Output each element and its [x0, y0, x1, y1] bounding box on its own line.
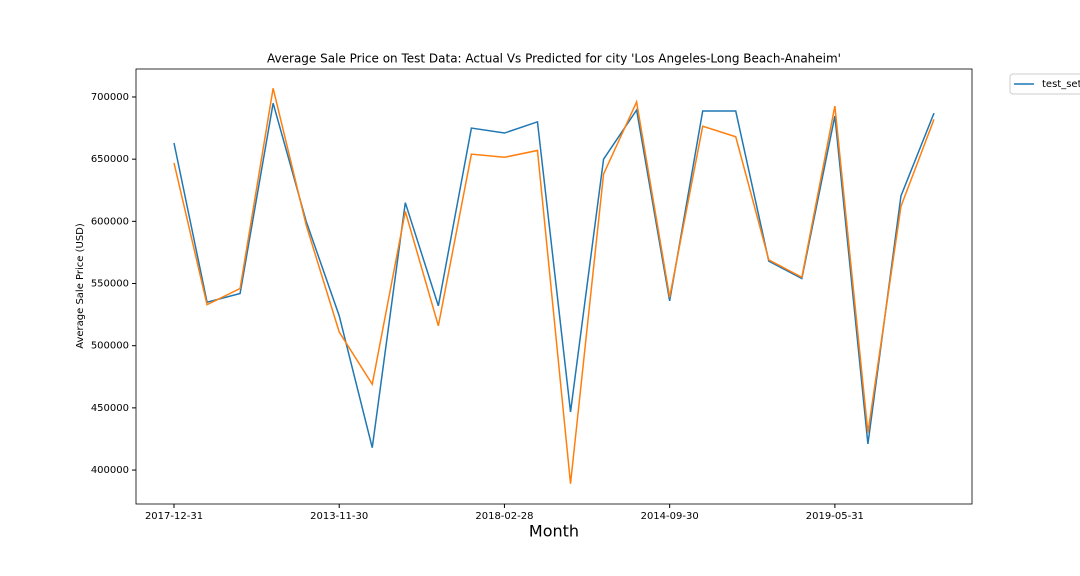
y-tick-label: 600000 [91, 216, 129, 227]
series-line [173, 88, 935, 484]
x-tick-label: 2014-09-30 [641, 511, 699, 522]
series-line [173, 102, 935, 448]
y-tick-label: 700000 [91, 92, 129, 103]
plot-area [135, 68, 973, 505]
legend-label: test_set [1042, 79, 1080, 90]
chart-title: Average Sale Price on Test Data: Actual … [267, 52, 841, 66]
y-tick-label: 650000 [91, 154, 129, 165]
x-tick-label: 2018-02-28 [475, 511, 533, 522]
legend-box [1009, 73, 1080, 95]
y-tick-label: 500000 [91, 341, 129, 352]
x-tick-label: 2019-05-31 [806, 511, 864, 522]
y-axis-label: Average Sale Price (USD) [75, 223, 86, 349]
x-tick-label: 2017-12-31 [145, 511, 203, 522]
x-tick-label: 2013-11-30 [310, 511, 368, 522]
y-tick-label: 450000 [91, 403, 129, 414]
y-tick-label: 550000 [91, 279, 129, 290]
y-tick-label: 400000 [91, 465, 129, 476]
x-axis-label: Month [529, 522, 579, 541]
